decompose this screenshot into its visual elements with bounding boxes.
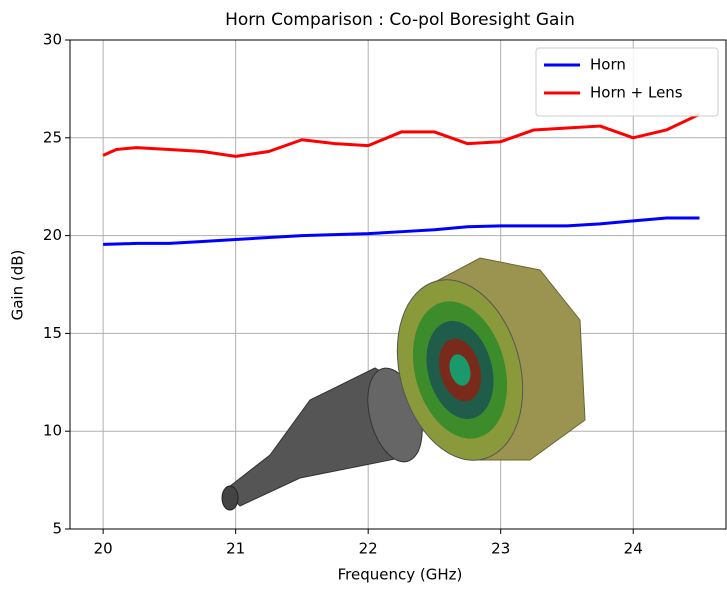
x-tick-label: 20 — [94, 540, 113, 558]
series-line — [103, 218, 699, 244]
y-tick-label: 30 — [43, 31, 62, 49]
y-tick-label: 20 — [43, 226, 62, 244]
horn-lens-illustration — [222, 258, 585, 510]
x-tick-label: 24 — [624, 540, 643, 558]
chart: Horn Comparison : Co-pol Boresight Gain … — [0, 0, 727, 586]
y-tick-label: 10 — [43, 422, 62, 440]
y-tick-label: 25 — [43, 128, 62, 146]
x-axis-label: Frequency (GHz) — [338, 566, 463, 584]
y-tick-label: 15 — [43, 324, 62, 342]
y-axis-label: Gain (dB) — [9, 250, 27, 321]
x-tick-label: 21 — [226, 540, 245, 558]
series-line — [103, 114, 699, 156]
legend-label: Horn — [590, 56, 626, 74]
x-tick-label: 22 — [359, 540, 378, 558]
chart-title: Horn Comparison : Co-pol Boresight Gain — [225, 10, 575, 30]
y-tick-label: 5 — [52, 520, 62, 538]
legend: Horn Horn + Lens — [536, 48, 718, 116]
x-tick-label: 23 — [491, 540, 510, 558]
legend-label: Horn + Lens — [590, 84, 683, 102]
legend-box — [536, 48, 718, 116]
